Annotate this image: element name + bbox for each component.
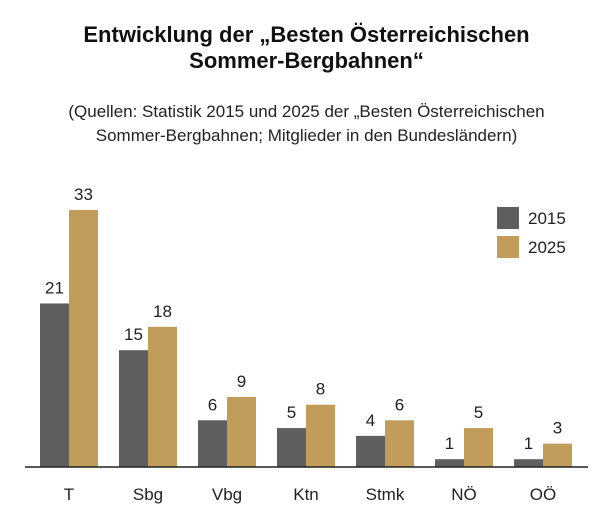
x-tick-label: Vbg	[212, 485, 242, 504]
bar-2025-Sbg	[148, 326, 177, 467]
data-label-2015-OÖ: 1	[524, 434, 533, 453]
bar-2025-Ktn	[306, 404, 335, 467]
bar-2025-OÖ	[543, 443, 572, 467]
x-tick-label: OÖ	[530, 485, 556, 504]
x-tick-label: Sbg	[133, 485, 163, 504]
x-tick-label: Ktn	[293, 485, 319, 504]
data-label-2015-Vbg: 6	[208, 395, 217, 414]
legend-label-2025: 2025	[528, 238, 566, 257]
data-label-2025-OÖ: 3	[553, 419, 562, 438]
bar-2015-Vbg	[198, 420, 227, 467]
data-label-2025-NÖ: 5	[474, 403, 483, 422]
bar-2015-T	[40, 303, 69, 467]
bar-2025-Stmk	[385, 420, 414, 467]
chart-subtitle-line-2: Sommer-Bergbahnen; Mitglieder in den Bun…	[95, 126, 518, 145]
data-label-2015-Sbg: 15	[124, 325, 143, 344]
data-label-2015-T: 21	[45, 278, 64, 297]
x-tick-label: Stmk	[366, 485, 405, 504]
bar-2015-Ktn	[277, 428, 306, 467]
legend-label-2015: 2015	[528, 209, 566, 228]
x-tick-label: T	[64, 485, 74, 504]
legend-swatch-2025	[497, 236, 519, 258]
bar-2015-Stmk	[356, 435, 385, 467]
bar-2015-NÖ	[435, 459, 464, 467]
chart-title-line-2: Sommer-Bergbahnen“	[189, 48, 424, 73]
chart-subtitle: (Quellen: Statistik 2015 und 2025 der „B…	[0, 100, 613, 148]
data-label-2025-Ktn: 8	[316, 380, 325, 399]
bar-2025-NÖ	[464, 428, 493, 467]
bar-2025-T	[69, 210, 98, 467]
bar-2015-OÖ	[514, 459, 543, 467]
data-label-2015-Stmk: 4	[366, 411, 375, 430]
legend-swatch-2015	[497, 207, 519, 229]
chart-title: Entwicklung der „Besten Österreichischen…	[0, 22, 613, 74]
data-label-2025-T: 33	[74, 185, 93, 204]
bar-2025-Vbg	[227, 396, 256, 467]
chart-title-line-1: Entwicklung der „Besten Österreichischen	[83, 22, 530, 47]
data-label-2025-Stmk: 6	[395, 395, 404, 414]
bar-2015-Sbg	[119, 350, 148, 467]
data-label-2025-Sbg: 18	[153, 302, 172, 321]
chart-subtitle-line-1: (Quellen: Statistik 2015 und 2025 der „B…	[68, 102, 545, 121]
data-label-2015-NÖ: 1	[445, 434, 454, 453]
x-tick-label: NÖ	[451, 485, 477, 504]
data-label-2025-Vbg: 9	[237, 372, 246, 391]
data-label-2015-Ktn: 5	[287, 403, 296, 422]
